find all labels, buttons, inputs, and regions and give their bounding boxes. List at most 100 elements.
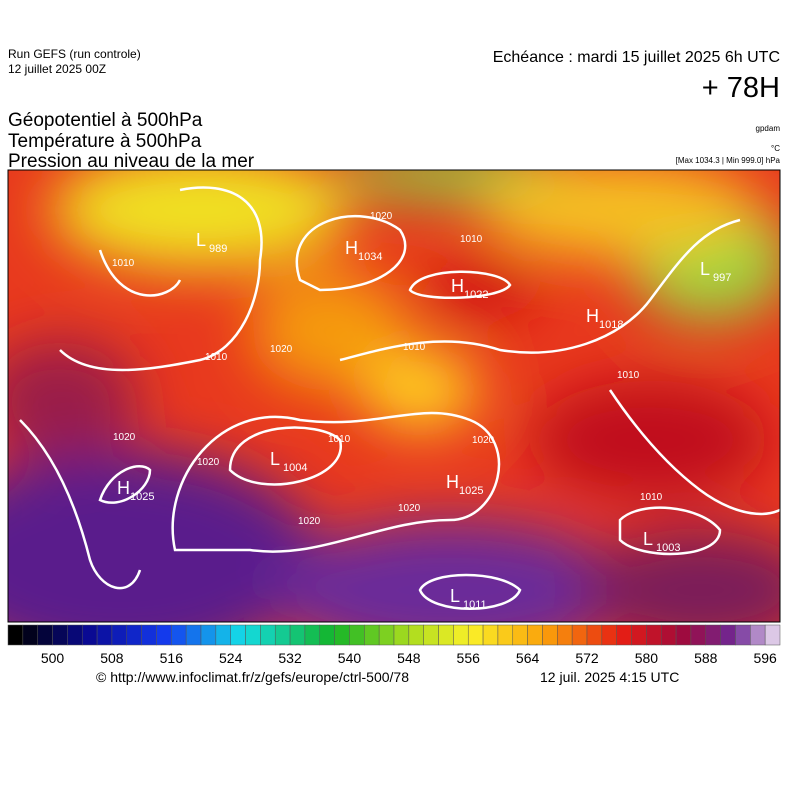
center-value: 1004: [283, 462, 307, 474]
colorbar: 5005085165245325405485565645725805885966…: [7, 624, 781, 666]
colorbar-swatch: [274, 624, 291, 646]
center-type: H: [117, 478, 130, 498]
center-type: H: [586, 306, 599, 326]
colorbar-swatch: [96, 624, 113, 646]
center-value: 1025: [130, 491, 154, 503]
colorbar-swatch: [319, 624, 335, 646]
colorbar-swatch: [601, 624, 617, 646]
center-type: H: [446, 472, 459, 492]
isobar-label: 1010: [328, 434, 351, 445]
center-value: 997: [713, 272, 731, 284]
colorbar-swatch: [81, 624, 98, 646]
isobar-label: 1020: [298, 516, 321, 527]
colorbar-swatch: [750, 624, 766, 646]
isobar-label: 1010: [205, 352, 228, 363]
colorbar-swatch: [22, 624, 38, 646]
unit-celsius: °C: [771, 144, 780, 153]
colorbar-label: 572: [575, 650, 599, 666]
colorbar-swatch: [408, 624, 424, 646]
colorbar-swatch: [675, 624, 692, 646]
colorbar-swatch: [215, 624, 231, 646]
isobar-label: 1010: [403, 342, 426, 353]
center-type: L: [450, 586, 460, 606]
colorbar-swatch: [304, 624, 321, 646]
colorbar-swatch: [423, 624, 439, 646]
center-value: 1034: [358, 251, 382, 263]
unit-gpdam: gpdam: [756, 124, 781, 133]
colorbar-label: 580: [635, 650, 659, 666]
colorbar-swatch: [586, 624, 603, 646]
colorbar-label: 596: [753, 650, 777, 666]
colorbar-swatch: [467, 624, 484, 646]
map-frame: [7, 169, 781, 623]
center-type: L: [700, 259, 710, 279]
colorbar-swatch: [171, 624, 187, 646]
center-type: L: [196, 230, 206, 250]
colorbar-swatch: [67, 624, 83, 646]
center-value: 1011: [463, 599, 487, 611]
isobar-label: 1020: [370, 211, 393, 222]
colorbar-swatch: [230, 624, 246, 646]
center-type: L: [643, 529, 653, 549]
isobar-label: 1010: [617, 370, 640, 381]
colorbar-label: 588: [694, 650, 718, 666]
unit-pressure: [Max 1034.3 | Min 999.0] hPa: [676, 156, 781, 165]
colorbar-label: 556: [457, 650, 481, 666]
isobar-label: 1010: [460, 234, 483, 245]
colorbar-swatch: [111, 624, 128, 646]
colorbar-swatch: [571, 624, 588, 646]
isobar-label: 1010: [640, 492, 663, 503]
colorbar-swatch: [527, 624, 543, 646]
title-geopotential: Géopotentiel à 500hPa: [8, 110, 203, 131]
title-temperature: Température à 500hPa: [8, 131, 202, 152]
colorbar-swatch: [542, 624, 558, 646]
center-value: 1003: [656, 542, 680, 554]
isobar-label: 1020: [197, 457, 220, 468]
colorbar-swatch: [126, 624, 142, 646]
colorbar-label: 532: [278, 650, 302, 666]
colorbar-label: 500: [41, 650, 65, 666]
colorbar-swatch: [200, 624, 217, 646]
colorbar-swatch: [7, 624, 24, 646]
colorbar-swatch: [349, 624, 365, 646]
colorbar-swatch: [378, 624, 395, 646]
colorbar-label: 548: [397, 650, 421, 666]
colorbar-swatch: [334, 624, 350, 646]
colorbar-swatch: [764, 624, 781, 646]
center-value: 1022: [464, 289, 488, 301]
center-type: H: [345, 238, 358, 258]
colorbar-swatch: [512, 624, 528, 646]
colorbar-swatch: [631, 624, 647, 646]
center-type: L: [270, 449, 280, 469]
isobar-labels: 1020 1010 1010 1020 1010 1010 1010 1020 1020 1020…: [112, 211, 663, 527]
colorbar-swatch: [438, 624, 454, 646]
colorbar-label: 516: [160, 650, 184, 666]
colorbar-swatch: [705, 624, 721, 646]
colorbar-label: 508: [100, 650, 124, 666]
colorbar-label: 564: [516, 650, 540, 666]
isobar-label: 1020: [270, 344, 293, 355]
center-value: 989: [209, 243, 227, 255]
colorbar-label: 540: [338, 650, 362, 666]
colorbar-swatch: [289, 624, 306, 646]
colorbar-swatch: [616, 624, 632, 646]
colorbar-swatch: [660, 624, 677, 646]
colorbar-swatch: [185, 624, 202, 646]
colorbar-swatch: [260, 624, 276, 646]
isobar-label: 1020: [113, 432, 136, 443]
run-date: 12 juillet 2025 00Z: [8, 62, 106, 76]
colorbar-swatch: [497, 624, 514, 646]
center-value: 1018: [599, 319, 623, 331]
colorbar-swatch: [52, 624, 68, 646]
colorbar-swatch: [393, 624, 410, 646]
center-value: 1025: [459, 485, 483, 497]
center-type: H: [451, 276, 464, 296]
colorbar-swatch: [364, 624, 380, 646]
colorbar-swatch: [646, 624, 662, 646]
colorbar-swatch: [453, 624, 469, 646]
colorbar-swatch: [37, 624, 53, 646]
lead-time: + 78H: [702, 72, 780, 104]
isobar-label: 1020: [472, 435, 495, 446]
